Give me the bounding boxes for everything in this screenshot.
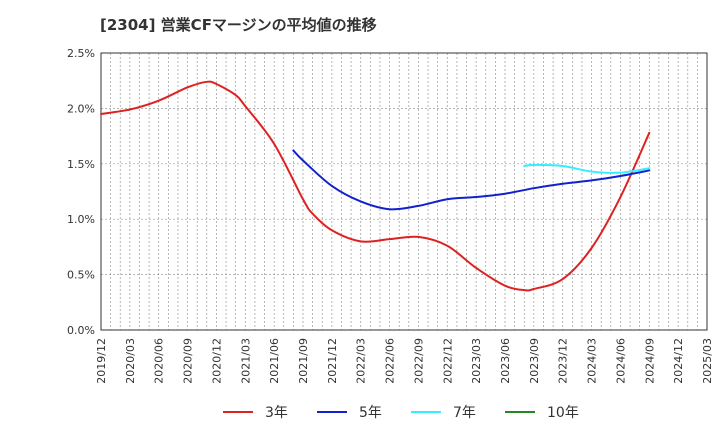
y-tick-label: 0.5% bbox=[67, 269, 95, 282]
legend-label-10年: 10年 bbox=[547, 405, 579, 421]
x-axis-ticks: 2019/12 2020/03 2020/06 2020/09 2020/12 2021/… bbox=[95, 338, 714, 384]
y-tick-label: 2.0% bbox=[67, 102, 95, 115]
x-tick-label: 2024/06 bbox=[614, 338, 627, 384]
x-tick-label: 2023/06 bbox=[499, 338, 512, 384]
x-tick-label: 2024/12 bbox=[672, 338, 685, 384]
x-tick-label: 2021/12 bbox=[326, 338, 339, 384]
y-tick-label: 1.5% bbox=[67, 158, 95, 171]
series-line-5年 bbox=[292, 149, 651, 211]
y-axis-ticks: 0.0% 0.5% 1.0% 1.5% 2.0% 2.5% bbox=[67, 47, 95, 337]
plot-frame bbox=[100, 52, 708, 331]
series-line-7年 bbox=[523, 163, 651, 174]
x-tick-label: 2020/06 bbox=[153, 338, 166, 384]
legend-label-3年: 3年 bbox=[265, 405, 288, 421]
y-tick-label: 2.5% bbox=[67, 47, 95, 60]
x-tick-label: 2025/03 bbox=[701, 338, 714, 384]
series-line-3年 bbox=[100, 80, 651, 292]
chart-title: [2304] 営業CFマージンの平均値の推移 bbox=[100, 16, 377, 34]
x-tick-label: 2020/09 bbox=[182, 338, 195, 384]
legend: 3年 5年 7年 10年 bbox=[223, 405, 579, 421]
x-tick-label: 2022/12 bbox=[441, 338, 454, 384]
x-tick-label: 2021/03 bbox=[239, 338, 252, 384]
x-tick-label: 2023/12 bbox=[557, 338, 570, 384]
y-tick-label: 0.0% bbox=[67, 324, 95, 337]
plot-area bbox=[101, 53, 707, 330]
x-tick-label: 2022/03 bbox=[355, 338, 368, 384]
x-tick-label: 2022/09 bbox=[412, 338, 425, 384]
x-tick-label: 2023/03 bbox=[470, 338, 483, 384]
series-layer bbox=[100, 80, 651, 292]
x-tick-label: 2020/03 bbox=[124, 338, 137, 384]
grid-layer bbox=[101, 53, 707, 330]
legend-label-5年: 5年 bbox=[359, 405, 382, 421]
x-tick-label: 2021/09 bbox=[297, 338, 310, 384]
x-tick-label: 2022/06 bbox=[384, 338, 397, 384]
x-tick-label: 2021/06 bbox=[268, 338, 281, 384]
y-tick-label: 1.0% bbox=[67, 213, 95, 226]
x-tick-label: 2019/12 bbox=[95, 338, 108, 384]
x-tick-label: 2023/09 bbox=[528, 338, 541, 384]
x-tick-label: 2024/09 bbox=[643, 338, 656, 384]
x-tick-label: 2024/03 bbox=[586, 338, 599, 384]
x-tick-label: 2020/12 bbox=[210, 338, 223, 384]
legend-label-7年: 7年 bbox=[453, 405, 476, 421]
